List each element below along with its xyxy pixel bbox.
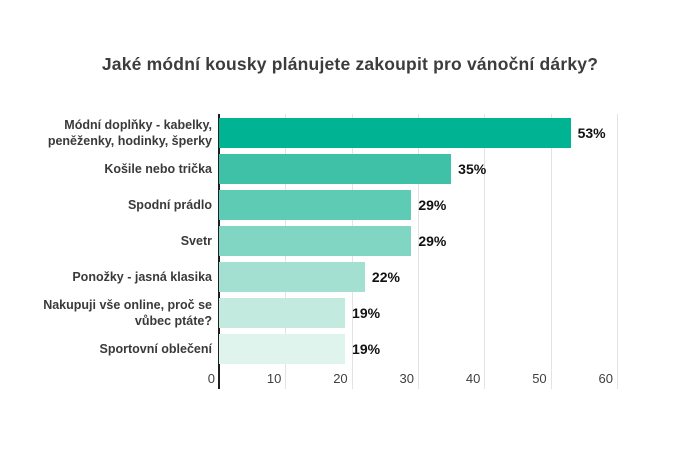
x-tick-label: 60 bbox=[598, 371, 613, 386]
category-label: Nakupuji vše online, proč se vůbec ptáte… bbox=[43, 298, 212, 328]
bar bbox=[219, 154, 452, 184]
category-label: Ponožky - jasná klasika bbox=[72, 270, 212, 284]
x-tick-label: 0 bbox=[207, 371, 215, 386]
x-tick-label: 30 bbox=[399, 371, 414, 386]
value-label: 19% bbox=[352, 341, 381, 357]
value-label: 19% bbox=[352, 305, 381, 321]
value-label: 22% bbox=[371, 269, 400, 285]
bar bbox=[219, 298, 346, 328]
gridline bbox=[418, 114, 419, 389]
gridline bbox=[550, 114, 552, 389]
category-label: Módní doplňky - kabelky, peněženky, hodi… bbox=[47, 118, 212, 148]
value-label: 29% bbox=[418, 233, 447, 249]
bar bbox=[219, 334, 346, 364]
value-label: 53% bbox=[577, 125, 606, 141]
bar bbox=[219, 118, 571, 148]
gridline bbox=[484, 114, 486, 389]
x-tick-label: 20 bbox=[333, 371, 348, 386]
bar bbox=[219, 226, 412, 256]
x-tick-label: 40 bbox=[465, 371, 481, 386]
category-label: Sportovní oblečení bbox=[99, 342, 212, 356]
chart-title: Jaké módní kousky plánujete zakoupit pro… bbox=[101, 54, 599, 74]
bar bbox=[219, 262, 365, 292]
category-label: Košile nebo trička bbox=[104, 162, 212, 176]
x-tick-label: 50 bbox=[532, 371, 547, 386]
value-label: 35% bbox=[458, 161, 487, 177]
category-label: Spodní prádlo bbox=[127, 198, 212, 212]
x-tick-label: 10 bbox=[266, 371, 282, 386]
gridline bbox=[617, 114, 618, 389]
value-label: 29% bbox=[418, 197, 447, 213]
category-label: Svetr bbox=[180, 234, 212, 248]
bar bbox=[219, 190, 412, 220]
